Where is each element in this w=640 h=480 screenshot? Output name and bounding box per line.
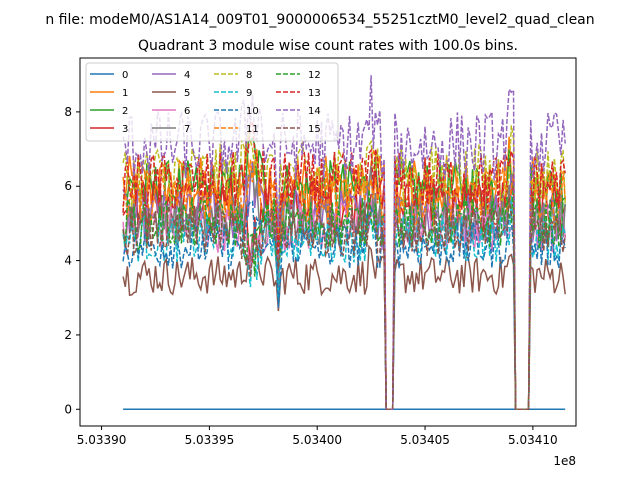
x-axis: 5.03390 5.03395 5.03400 5.03405 5.03410 <box>77 426 558 447</box>
series-layer <box>122 75 566 411</box>
legend-label-7: 7 <box>184 124 190 135</box>
legend-label-6: 6 <box>184 106 190 117</box>
legend-label-15: 15 <box>308 124 321 135</box>
y-tick-label: 4 <box>64 254 72 268</box>
legend-frame <box>85 62 339 142</box>
chart-title: Quadrant 3 module wise count rates with … <box>138 38 518 54</box>
series-line-15 <box>122 196 566 411</box>
y-tick-label: 6 <box>64 179 72 193</box>
legend-label-13: 13 <box>308 88 321 99</box>
x-offset-label: 1e8 <box>553 454 576 468</box>
legend-label-1: 1 <box>122 88 128 99</box>
x-tick-label: 5.03405 <box>400 433 450 447</box>
legend-label-3: 3 <box>122 124 128 135</box>
legend-label-5: 5 <box>184 88 190 99</box>
legend-label-11: 11 <box>246 124 259 135</box>
series-line-5 <box>122 234 566 411</box>
series-line-7 <box>122 165 566 411</box>
plot-frame <box>79 57 577 427</box>
x-tick-label: 5.03410 <box>508 433 558 447</box>
y-tick-label: 8 <box>64 105 72 119</box>
x-tick-label: 5.03390 <box>77 433 127 447</box>
series-line-14 <box>122 75 566 411</box>
legend-label-0: 0 <box>122 70 128 81</box>
series-line-11 <box>122 152 566 411</box>
legend-label-14: 14 <box>308 106 321 117</box>
x-tick-label: 5.03395 <box>185 433 235 447</box>
x-tick-label: 5.03400 <box>292 433 342 447</box>
legend-label-10: 10 <box>246 106 259 117</box>
legend-label-12: 12 <box>308 70 321 81</box>
series-line-9 <box>122 195 566 411</box>
legend-label-8: 8 <box>246 70 252 81</box>
suptitle: n file: modeM0/AS1A14_009T01_9000006534_… <box>45 12 594 28</box>
legend-label-2: 2 <box>122 106 128 117</box>
legend-label-4: 4 <box>184 70 190 81</box>
y-tick-label: 0 <box>64 402 72 416</box>
y-tick-label: 2 <box>64 328 72 342</box>
legend-label-9: 9 <box>246 88 252 99</box>
y-axis: 0 2 4 6 8 <box>64 105 80 416</box>
